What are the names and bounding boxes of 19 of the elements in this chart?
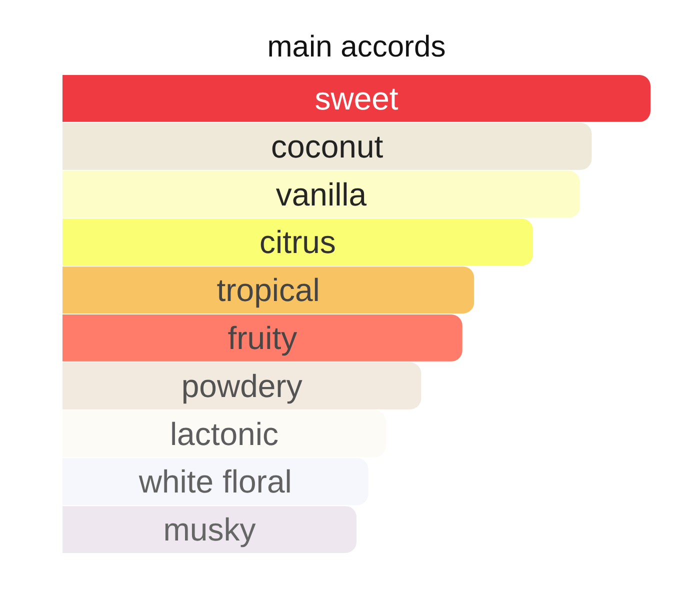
y-tick-label: citrus [259, 224, 336, 260]
bar [62, 218, 533, 266]
bar [62, 314, 462, 362]
y-tick-label: musky [163, 512, 256, 548]
bar [62, 506, 356, 554]
chart-title: main accords [267, 30, 446, 64]
y-tick-label: tropical [216, 272, 320, 308]
y-tick-label: vanilla [276, 176, 367, 212]
y-tick-label: sweet [314, 80, 398, 116]
y-tick-label: powdery [181, 368, 302, 404]
y-tick-label: lactonic [170, 416, 278, 452]
bar [62, 266, 474, 314]
bar [62, 74, 650, 122]
bar [62, 122, 592, 170]
bar [62, 170, 580, 218]
y-tick-label: fruity [228, 320, 298, 356]
y-tick-label: white floral [138, 464, 292, 500]
bar [62, 362, 422, 410]
y-tick-label: coconut [271, 128, 384, 164]
